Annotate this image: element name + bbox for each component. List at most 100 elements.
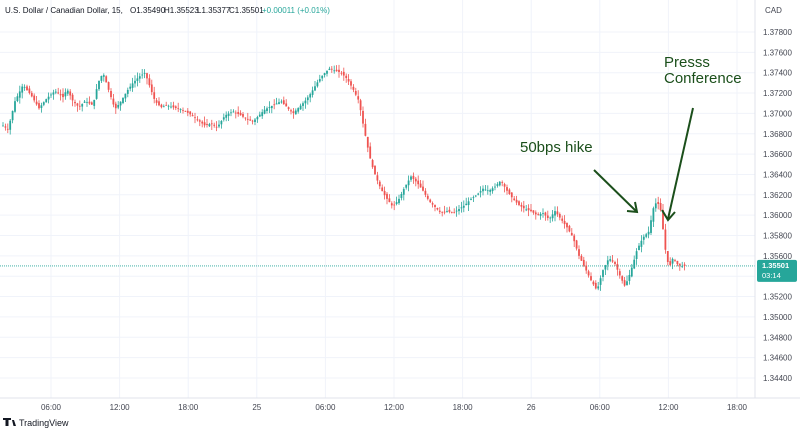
x-tick-label: 26: [527, 403, 536, 412]
candle-body: [402, 189, 405, 195]
candle-body: [455, 210, 458, 212]
candle-body: [681, 265, 684, 267]
candle-body: [270, 105, 273, 109]
candlestick-series: [2, 64, 686, 291]
candle-body: [666, 251, 669, 262]
candle-body: [237, 112, 240, 115]
x-tick-label: 06:00: [590, 403, 611, 412]
ohlc-change: +0.00011 (+0.01%): [262, 6, 330, 15]
candle-body: [174, 106, 177, 109]
candle-body: [258, 114, 261, 117]
candle-body: [129, 86, 132, 89]
ohlc-open: O1.35490: [130, 6, 166, 15]
x-tick-label: 06:00: [41, 403, 62, 412]
candle-body: [134, 80, 136, 84]
candle-body: [326, 70, 328, 74]
y-tick-label: 1.34600: [763, 354, 792, 363]
tradingview-logo[interactable]: TradingView: [3, 418, 69, 428]
candle-body: [230, 112, 232, 114]
candle-body: [518, 201, 520, 205]
candle-body: [143, 72, 146, 74]
candle-body: [422, 186, 424, 191]
candle-body: [676, 260, 679, 265]
candle-body: [429, 199, 432, 203]
candle-body: [292, 111, 295, 113]
candle-body: [376, 175, 379, 181]
annotation-press-conference: Presss Conference: [661, 54, 742, 222]
candle-body: [136, 78, 139, 81]
candle-body: [138, 76, 141, 79]
candle-body: [443, 211, 446, 213]
candle-body: [561, 218, 564, 221]
candle-body: [374, 165, 376, 175]
candle-body: [172, 105, 175, 108]
candle-body: [664, 229, 667, 250]
candle-body: [287, 107, 290, 109]
candle-body: [369, 146, 372, 159]
candle-body: [160, 104, 163, 108]
candle-body: [587, 271, 590, 276]
candle-body: [4, 126, 7, 128]
candle-body: [482, 188, 484, 192]
candle-body: [501, 182, 504, 183]
y-tick-label: 1.34800: [763, 333, 792, 342]
ohlc-header: U.S. Dollar / Canadian Dollar, 15, O1.35…: [5, 6, 330, 15]
x-tick-label: 25: [252, 403, 261, 412]
candle-body: [273, 104, 276, 106]
candle-body: [474, 195, 477, 197]
candle-body: [150, 84, 153, 93]
candle-body: [657, 202, 660, 204]
candle-body: [285, 103, 288, 107]
y-tick-label: 1.35800: [763, 232, 792, 241]
x-axis[interactable]: 06:00 12:00 18:00 25 06:00 12:00 18:00 26 06:00 1…: [41, 403, 748, 412]
candle-body: [9, 120, 12, 130]
symbol-title[interactable]: U.S. Dollar / Canadian Dollar, 15,: [5, 6, 123, 15]
annotation-press-arrow: [667, 107, 694, 220]
candle-body: [450, 211, 453, 213]
candle-body: [50, 94, 52, 96]
x-tick-label: 12:00: [110, 403, 131, 412]
candle-body: [556, 211, 559, 215]
candle-body: [189, 111, 192, 115]
candle-body: [434, 205, 436, 208]
candle-body: [390, 203, 393, 206]
candle-body: [102, 75, 105, 77]
candle-body: [606, 260, 609, 265]
candle-body: [424, 190, 427, 195]
candle-body: [659, 203, 662, 211]
candle-body: [405, 184, 408, 188]
ohlc-low: L1.35377: [197, 6, 231, 15]
bar-countdown: 03:14: [762, 271, 781, 280]
tradingview-logo-icon: [3, 418, 16, 426]
candle-body: [282, 100, 285, 105]
candle-body: [316, 82, 319, 87]
candle-body: [618, 271, 621, 276]
candle-body: [527, 208, 530, 211]
candle-body: [441, 211, 444, 213]
candle-body: [431, 203, 434, 205]
candle-body: [186, 110, 189, 113]
chart-grid: [0, 0, 755, 398]
candle-body: [674, 260, 676, 262]
candle-body: [278, 102, 280, 105]
candle-body: [203, 122, 206, 126]
candle-body: [345, 75, 348, 78]
candle-body: [472, 197, 475, 199]
y-tick-label: 1.36200: [763, 191, 792, 200]
candle-body: [81, 104, 84, 107]
candle-body: [566, 222, 568, 228]
candle-body: [359, 100, 362, 111]
candle-body: [638, 245, 640, 251]
y-axis[interactable]: 1.37800 1.37600 1.37400 1.37200 1.37000 1.368…: [763, 28, 792, 383]
y-tick-label: 1.37000: [763, 109, 792, 118]
candle-body: [57, 92, 60, 94]
candle-body: [386, 193, 388, 199]
candle-body: [220, 120, 223, 125]
candle-body: [263, 109, 266, 114]
candle-body: [498, 181, 501, 186]
candle-body: [585, 265, 588, 271]
y-tick-label: 1.37400: [763, 69, 792, 78]
candle-body: [508, 189, 511, 194]
x-tick-label: 18:00: [178, 403, 199, 412]
